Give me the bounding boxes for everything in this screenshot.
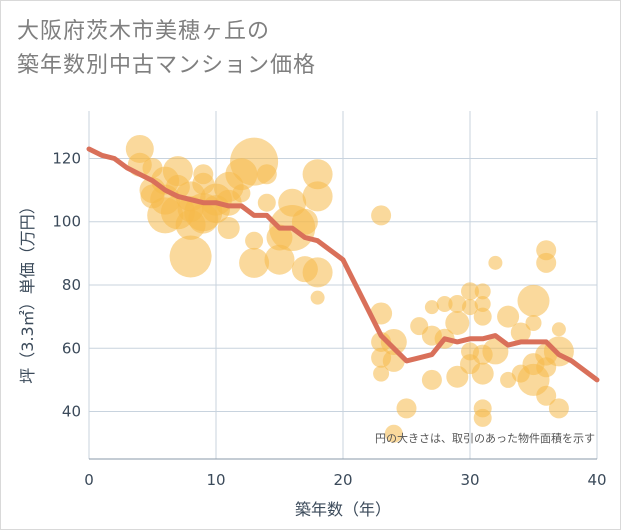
bubble-point — [536, 252, 557, 273]
y-tick-label: 100 — [52, 213, 81, 231]
bubble-point — [232, 184, 251, 203]
bubble-point — [370, 302, 393, 325]
grid-lines — [88, 111, 598, 460]
bubble-point — [245, 231, 264, 250]
x-tick-labels: 0 10 20 30 40 — [84, 471, 606, 489]
bubble-point — [462, 299, 478, 316]
x-tick-label: 30 — [460, 471, 479, 489]
bubble-point — [436, 295, 453, 312]
bubble-point — [488, 255, 503, 270]
x-tick-label: 10 — [206, 471, 225, 489]
bubble-point — [474, 283, 491, 300]
size-legend-note: 円の大きさは、取引のあった物件面積を示す — [375, 431, 595, 445]
bubble-point — [446, 365, 469, 388]
x-axis-label: 築年数（年） — [295, 500, 391, 519]
y-tick-label: 40 — [62, 403, 81, 421]
y-tick-labels: 40 60 80 100 120 — [52, 149, 81, 420]
y-tick-label: 120 — [52, 149, 81, 167]
bubble-point — [384, 424, 403, 443]
bubble-point — [396, 398, 417, 419]
bubble-point — [551, 322, 566, 337]
bubble-point — [302, 159, 333, 190]
bubble-point — [482, 338, 509, 365]
bubble-point — [510, 322, 531, 343]
chart-title: 大阪府茨木市美穂ヶ丘の 築年数別中古マンション価格 — [17, 19, 317, 78]
bubble-point — [264, 244, 295, 275]
bubble-point — [421, 369, 442, 390]
bubble-point — [257, 193, 276, 212]
bubble-point — [291, 208, 318, 235]
bubble-point — [471, 362, 494, 385]
bubble-point — [548, 398, 569, 419]
trend-line-group — [86, 146, 600, 383]
bubble-point — [302, 257, 333, 288]
bubble-point — [217, 217, 240, 240]
bubble-series — [125, 134, 574, 443]
bubble-point — [424, 300, 439, 315]
bubble-point — [302, 181, 333, 212]
average-price-line — [86, 146, 600, 383]
bubble-point — [525, 314, 542, 331]
bubble-point — [461, 282, 479, 301]
bubble-point — [380, 328, 407, 355]
bubble-point — [239, 247, 270, 278]
bubble-point — [497, 305, 520, 328]
bubble-point — [473, 408, 492, 427]
y-axis-label: 坪（3.3㎡）単価（万円） — [18, 198, 37, 383]
x-tick-label: 0 — [84, 471, 94, 489]
bubble-point — [445, 310, 470, 335]
bubble-point — [474, 295, 491, 312]
x-tick-label: 20 — [333, 471, 352, 489]
bubble-point — [371, 205, 392, 226]
bubble-point — [517, 284, 550, 317]
y-tick-label: 60 — [62, 339, 81, 357]
bubble-point — [373, 365, 390, 382]
bubble-point — [169, 235, 212, 278]
x-tick-label: 40 — [587, 471, 606, 489]
bubble-point — [500, 371, 517, 388]
bubble-point — [310, 290, 325, 305]
bubble-point — [256, 164, 277, 185]
bubble-point — [473, 307, 492, 326]
bubble-point — [536, 385, 557, 406]
bubble-point — [448, 294, 467, 313]
y-tick-label: 80 — [62, 276, 81, 294]
